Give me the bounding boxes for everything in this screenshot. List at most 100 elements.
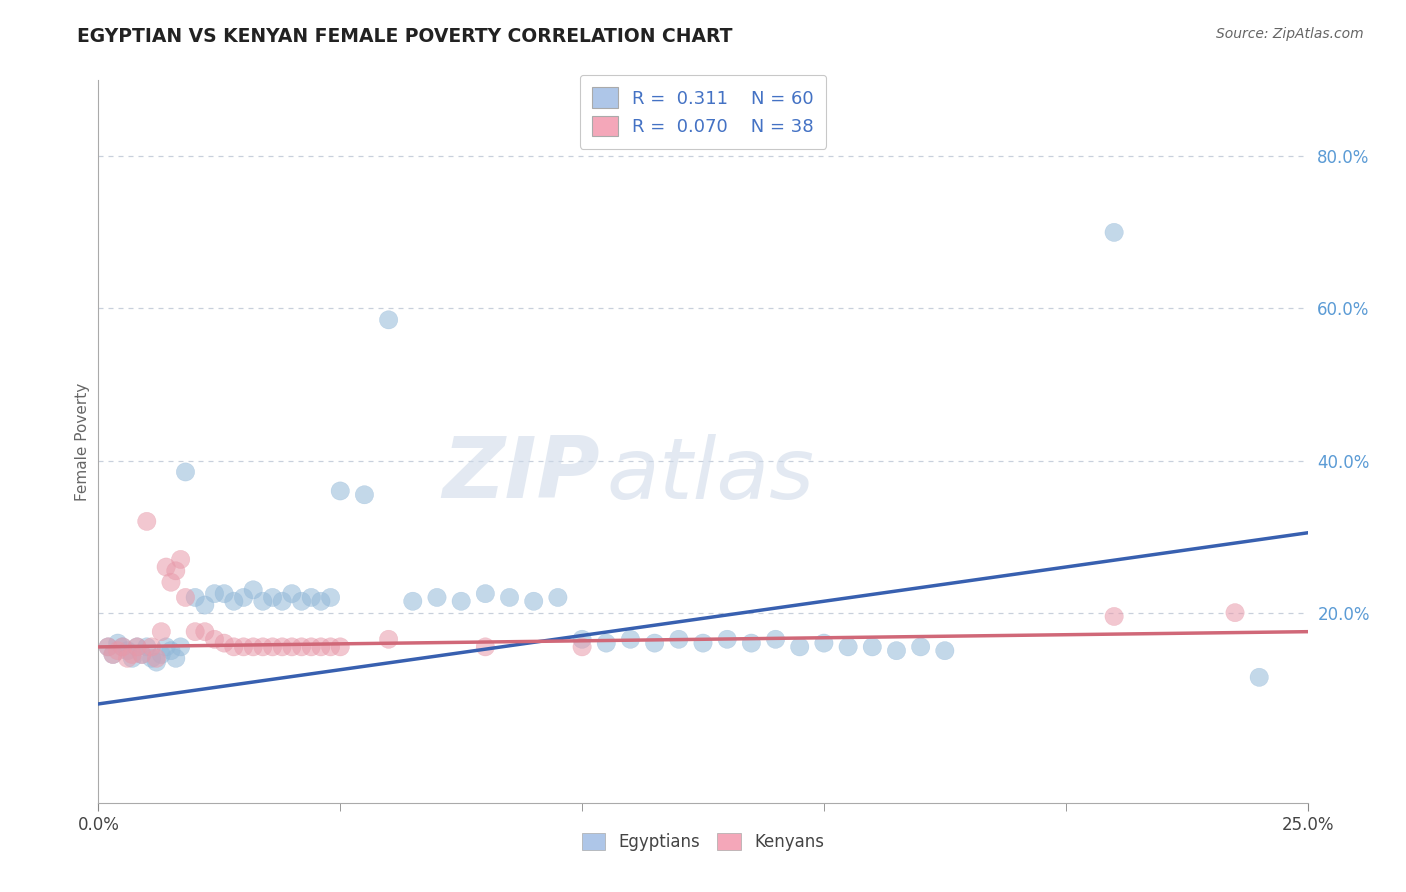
Ellipse shape	[790, 638, 808, 656]
Ellipse shape	[312, 638, 330, 656]
Ellipse shape	[380, 630, 398, 648]
Ellipse shape	[273, 592, 291, 610]
Ellipse shape	[172, 638, 190, 656]
Ellipse shape	[263, 638, 281, 656]
Ellipse shape	[322, 589, 340, 607]
Ellipse shape	[742, 634, 761, 652]
Ellipse shape	[292, 592, 311, 610]
Ellipse shape	[766, 630, 785, 648]
Ellipse shape	[128, 638, 146, 656]
Ellipse shape	[108, 634, 127, 652]
Ellipse shape	[356, 485, 374, 504]
Ellipse shape	[114, 638, 132, 656]
Ellipse shape	[124, 649, 142, 667]
Ellipse shape	[302, 638, 321, 656]
Ellipse shape	[176, 589, 194, 607]
Ellipse shape	[132, 646, 150, 664]
Ellipse shape	[114, 638, 132, 656]
Ellipse shape	[245, 581, 263, 599]
Ellipse shape	[477, 584, 495, 603]
Ellipse shape	[195, 623, 214, 640]
Ellipse shape	[235, 589, 253, 607]
Ellipse shape	[118, 641, 136, 660]
Ellipse shape	[225, 638, 243, 656]
Ellipse shape	[263, 589, 281, 607]
Ellipse shape	[572, 638, 592, 656]
Ellipse shape	[1226, 604, 1244, 622]
Ellipse shape	[322, 638, 340, 656]
Ellipse shape	[598, 634, 616, 652]
Ellipse shape	[283, 638, 301, 656]
Ellipse shape	[718, 630, 737, 648]
Ellipse shape	[621, 630, 640, 648]
Ellipse shape	[273, 638, 291, 656]
Ellipse shape	[572, 630, 592, 648]
Ellipse shape	[330, 482, 350, 500]
Ellipse shape	[128, 638, 146, 656]
Ellipse shape	[524, 592, 543, 610]
Ellipse shape	[118, 649, 136, 667]
Ellipse shape	[814, 634, 834, 652]
Ellipse shape	[501, 589, 519, 607]
Ellipse shape	[157, 638, 176, 656]
Ellipse shape	[225, 592, 243, 610]
Ellipse shape	[669, 630, 688, 648]
Ellipse shape	[167, 562, 186, 580]
Text: EGYPTIAN VS KENYAN FEMALE POVERTY CORRELATION CHART: EGYPTIAN VS KENYAN FEMALE POVERTY CORREL…	[77, 27, 733, 45]
Text: atlas: atlas	[606, 434, 814, 517]
Ellipse shape	[98, 638, 117, 656]
Ellipse shape	[162, 641, 180, 660]
Ellipse shape	[887, 641, 905, 660]
Ellipse shape	[330, 638, 350, 656]
Ellipse shape	[176, 463, 194, 481]
Ellipse shape	[104, 646, 122, 664]
Ellipse shape	[548, 589, 567, 607]
Ellipse shape	[205, 630, 224, 648]
Ellipse shape	[693, 634, 713, 652]
Ellipse shape	[1105, 607, 1123, 625]
Ellipse shape	[142, 649, 160, 667]
Ellipse shape	[312, 592, 330, 610]
Ellipse shape	[935, 641, 955, 660]
Ellipse shape	[108, 641, 127, 660]
Ellipse shape	[380, 310, 398, 329]
Ellipse shape	[1250, 668, 1268, 687]
Ellipse shape	[142, 638, 160, 656]
Ellipse shape	[839, 638, 858, 656]
Ellipse shape	[152, 646, 170, 664]
Ellipse shape	[138, 512, 156, 531]
Ellipse shape	[98, 638, 117, 656]
Ellipse shape	[645, 634, 664, 652]
Ellipse shape	[148, 649, 166, 667]
Ellipse shape	[245, 638, 263, 656]
Ellipse shape	[186, 623, 204, 640]
Ellipse shape	[205, 584, 224, 603]
Ellipse shape	[162, 574, 180, 591]
Ellipse shape	[863, 638, 882, 656]
Ellipse shape	[186, 589, 204, 607]
Ellipse shape	[427, 589, 446, 607]
Y-axis label: Female Poverty: Female Poverty	[75, 383, 90, 500]
Ellipse shape	[283, 584, 301, 603]
Text: Source: ZipAtlas.com: Source: ZipAtlas.com	[1216, 27, 1364, 41]
Ellipse shape	[302, 589, 321, 607]
Ellipse shape	[215, 584, 233, 603]
Ellipse shape	[404, 592, 422, 610]
Text: ZIP: ZIP	[443, 433, 600, 516]
Ellipse shape	[157, 558, 176, 576]
Ellipse shape	[148, 653, 166, 671]
Ellipse shape	[172, 550, 190, 568]
Ellipse shape	[235, 638, 253, 656]
Ellipse shape	[195, 596, 214, 615]
Ellipse shape	[477, 638, 495, 656]
Legend: Egyptians, Kenyans: Egyptians, Kenyans	[574, 825, 832, 860]
Ellipse shape	[253, 638, 271, 656]
Ellipse shape	[911, 638, 929, 656]
Ellipse shape	[132, 646, 150, 664]
Ellipse shape	[215, 634, 233, 652]
Ellipse shape	[167, 649, 186, 667]
Ellipse shape	[292, 638, 311, 656]
Ellipse shape	[138, 638, 156, 656]
Ellipse shape	[124, 646, 142, 664]
Ellipse shape	[152, 623, 170, 640]
